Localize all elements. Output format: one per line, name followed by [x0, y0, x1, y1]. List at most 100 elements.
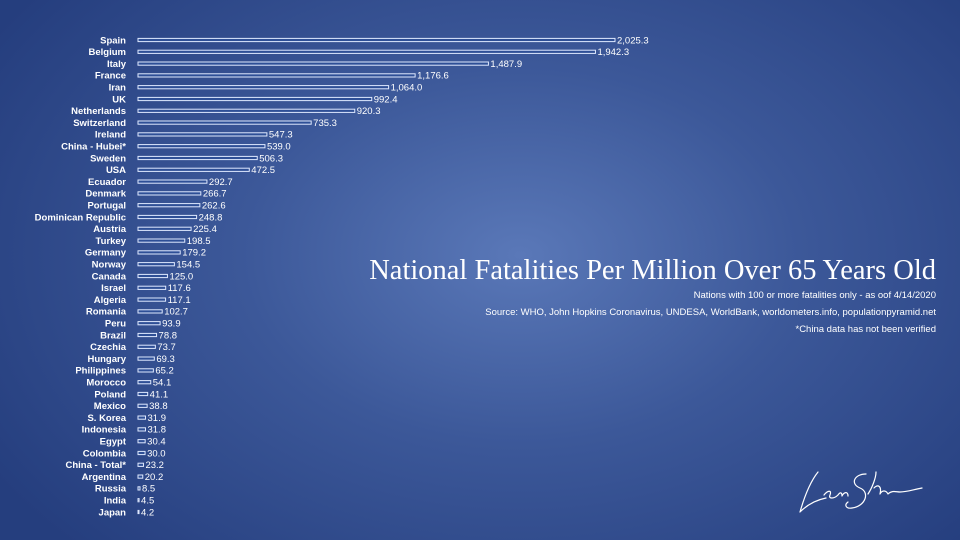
category-label: Canada [92, 271, 127, 282]
bar [137, 96, 373, 102]
value-label: 248.8 [199, 212, 223, 223]
category-label: Poland [94, 389, 126, 400]
value-label: 292.7 [209, 177, 233, 188]
value-label: 198.5 [187, 236, 211, 247]
bar [137, 309, 163, 314]
bar [137, 132, 268, 137]
category-label: Iran [109, 83, 127, 94]
category-label: Germany [85, 248, 127, 259]
value-label: 41.1 [150, 389, 169, 400]
bar [137, 462, 144, 467]
bar [137, 498, 140, 503]
value-label: 262.6 [202, 201, 226, 212]
value-label: 117.6 [168, 283, 191, 294]
value-label: 125.0 [169, 271, 193, 282]
category-label: Colombia [83, 448, 127, 459]
value-label: 23.2 [145, 460, 164, 471]
category-label: Switzerland [73, 118, 126, 129]
chart-note: *China data has not been verified [795, 324, 937, 335]
value-label: 506.3 [259, 153, 283, 164]
value-label: 31.8 [147, 425, 166, 436]
category-label: Japan [99, 507, 127, 518]
value-label: 30.4 [147, 437, 166, 448]
value-label: 20.2 [145, 472, 164, 483]
category-label: Mexico [94, 401, 126, 412]
category-label: S. Korea [87, 413, 126, 424]
value-label: 225.4 [193, 224, 217, 235]
value-label: 117.1 [168, 295, 191, 306]
chart-title: National Fatalities Per Million Over 65 … [369, 255, 936, 286]
value-label: 179.2 [182, 248, 206, 259]
value-label: 102.7 [164, 307, 188, 318]
bar [137, 332, 158, 338]
value-label: 8.5 [142, 484, 155, 495]
bar [137, 167, 250, 172]
value-label: 1,176.6 [417, 71, 449, 82]
bar [137, 273, 168, 279]
signature-icon [799, 471, 923, 513]
value-label: 93.9 [162, 319, 181, 330]
bar [137, 262, 175, 267]
bar [137, 73, 416, 78]
category-label: Brazil [100, 330, 126, 341]
bar [137, 509, 140, 515]
category-label: Czechia [90, 342, 127, 353]
category-label: Austria [93, 224, 126, 235]
bar [137, 226, 192, 231]
value-label: 31.9 [148, 413, 167, 424]
bar [137, 403, 148, 408]
bar [137, 155, 258, 161]
category-label: Netherlands [71, 106, 126, 117]
category-label: Argentina [82, 472, 127, 483]
value-label: 920.3 [357, 106, 381, 117]
category-label: Philippines [75, 366, 126, 377]
bar [137, 391, 149, 397]
bar [137, 486, 141, 491]
bar [137, 108, 356, 113]
bar [137, 297, 167, 302]
bar [137, 144, 266, 149]
category-label: Hungary [87, 354, 126, 365]
bar [137, 356, 155, 361]
bar [137, 85, 390, 90]
bar [137, 380, 152, 385]
category-label: Turkey [96, 236, 127, 247]
category-label: Dominican Republic [35, 212, 126, 223]
category-label: China - Total* [65, 460, 126, 471]
bar [137, 285, 167, 290]
value-label: 30.0 [147, 448, 166, 459]
bar [137, 427, 146, 432]
bar [137, 321, 161, 326]
category-label: Romania [86, 307, 127, 318]
bar [137, 120, 312, 125]
category-label: Ecuador [88, 177, 126, 188]
category-label: Denmark [85, 189, 126, 200]
value-label: 4.2 [141, 507, 154, 518]
category-label: Sweden [90, 153, 126, 164]
value-label: 2,025.3 [617, 35, 649, 46]
category-label: Spain [100, 35, 126, 46]
category-label: Belgium [89, 47, 126, 58]
value-label: 735.3 [313, 118, 337, 129]
bar [137, 37, 616, 43]
bar [137, 191, 202, 196]
value-label: 992.4 [374, 94, 398, 105]
category-label: India [104, 496, 127, 507]
value-label: 266.7 [203, 189, 227, 200]
category-label: USA [106, 165, 126, 176]
bar [137, 415, 147, 420]
category-label: Portugal [87, 201, 126, 212]
category-label: Ireland [95, 130, 126, 141]
bar [137, 439, 146, 444]
category-label: Norway [92, 260, 127, 271]
bar [137, 368, 154, 373]
value-label: 154.5 [176, 260, 200, 271]
category-label: Egypt [100, 437, 127, 448]
bar [137, 179, 208, 184]
value-label: 4.5 [141, 496, 154, 507]
value-label: 78.8 [159, 330, 178, 341]
chart-source: Source: WHO, John Hopkins Coronavirus, U… [485, 307, 936, 318]
value-label: 73.7 [157, 342, 176, 353]
category-label: France [95, 71, 126, 82]
